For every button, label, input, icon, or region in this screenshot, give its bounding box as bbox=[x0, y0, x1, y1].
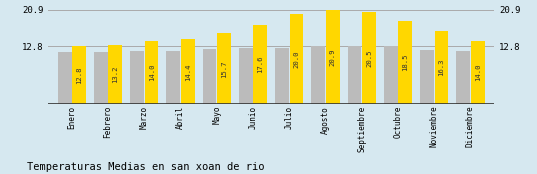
Text: 13.2: 13.2 bbox=[112, 66, 118, 83]
Text: 20.9: 20.9 bbox=[330, 48, 336, 66]
Bar bbox=[347, 46, 361, 104]
Text: Temperaturas Medias en san xoan de rio: Temperaturas Medias en san xoan de rio bbox=[27, 162, 264, 172]
Text: 14.0: 14.0 bbox=[475, 64, 481, 81]
Text: 14.4: 14.4 bbox=[185, 63, 191, 81]
Bar bbox=[253, 25, 267, 104]
Bar bbox=[144, 41, 158, 104]
Text: 12.8: 12.8 bbox=[76, 67, 82, 84]
Bar bbox=[456, 51, 470, 104]
Bar bbox=[108, 45, 122, 104]
Text: 14.0: 14.0 bbox=[149, 64, 155, 81]
Bar bbox=[434, 31, 448, 104]
Bar bbox=[289, 14, 303, 104]
Text: 16.3: 16.3 bbox=[439, 59, 445, 76]
Text: 17.6: 17.6 bbox=[257, 56, 263, 73]
Bar bbox=[420, 50, 434, 104]
Bar bbox=[471, 41, 484, 104]
Bar bbox=[58, 52, 71, 104]
Bar bbox=[217, 33, 231, 104]
Bar bbox=[398, 21, 412, 104]
Text: 20.0: 20.0 bbox=[294, 50, 300, 68]
Bar bbox=[311, 46, 325, 104]
Bar bbox=[202, 49, 216, 104]
Bar bbox=[181, 39, 195, 104]
Bar bbox=[166, 51, 180, 104]
Bar bbox=[94, 52, 108, 104]
Bar bbox=[384, 46, 398, 104]
Text: 15.7: 15.7 bbox=[221, 60, 227, 78]
Bar bbox=[275, 48, 289, 104]
Bar bbox=[239, 48, 253, 104]
Text: 20.5: 20.5 bbox=[366, 49, 372, 67]
Bar bbox=[362, 11, 376, 104]
Bar bbox=[130, 51, 144, 104]
Bar bbox=[326, 10, 340, 104]
Bar bbox=[72, 46, 86, 104]
Text: 18.5: 18.5 bbox=[402, 54, 408, 71]
